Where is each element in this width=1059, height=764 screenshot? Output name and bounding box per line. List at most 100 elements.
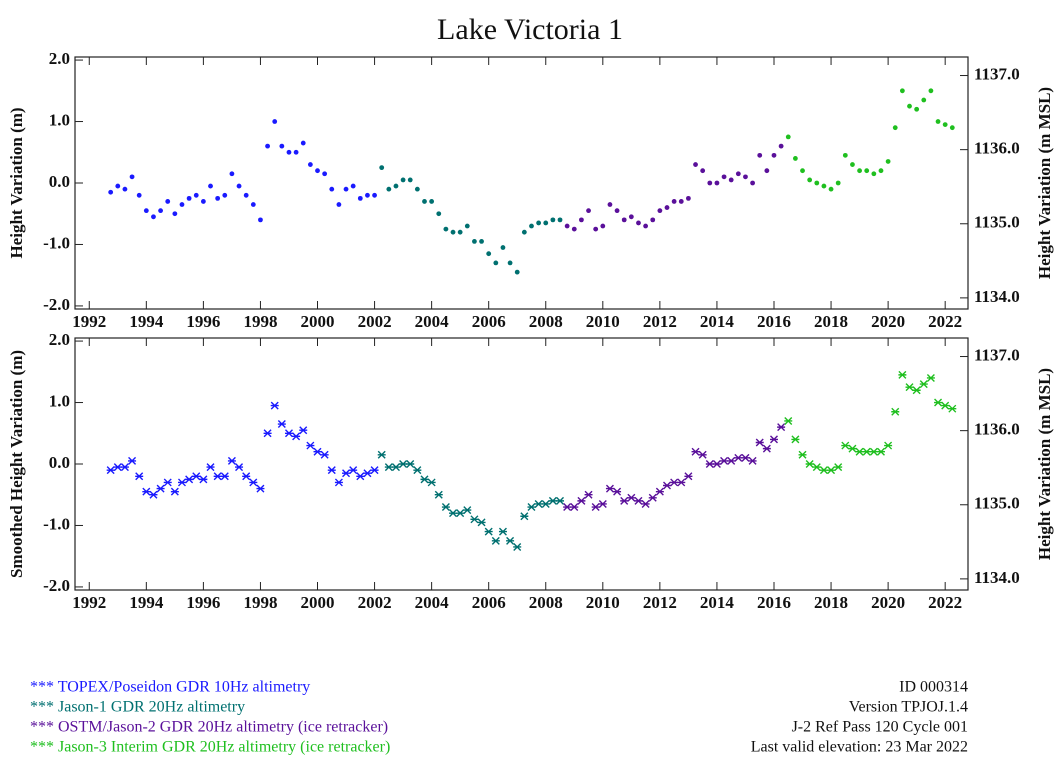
star-marker [506,536,515,545]
star-marker [862,447,871,456]
star-marker [498,527,507,536]
dot-marker [771,152,777,158]
chart-title: Lake Victoria 1 [437,13,623,46]
x-tick-label: 2006 [472,593,506,612]
y2-tick-label: 1136.0 [974,139,1020,158]
dot-marker [450,229,456,235]
dot-marker [422,199,427,204]
dot-marker [735,171,741,177]
y-tick-label: -2.0 [43,576,70,595]
star-marker [613,487,622,496]
star-marker [620,496,629,505]
dot-marker [507,260,513,266]
dot-marker [821,183,827,189]
dot-marker [621,217,627,223]
dot-marker [464,223,470,229]
note: J-2 Ref Pass 120 Cycle 001 [792,719,968,736]
dot-marker [835,180,841,186]
star-marker [691,447,700,456]
dot-marker [236,183,242,189]
star-marker [663,481,672,490]
star-marker [563,503,572,512]
legend-entry: *** OSTM/Jason-2 GDR 20Hz altimetry (ice… [30,719,388,736]
star-marker [841,441,850,450]
x-tick-label: 2002 [358,312,392,331]
dot-marker [586,208,591,214]
star-marker [827,466,836,475]
dot-marker [122,186,128,192]
star-marker [142,487,151,496]
dot-marker [721,174,727,180]
x-tick-label: 2012 [643,312,677,331]
star-marker [784,416,793,425]
dot-marker [928,88,934,94]
star-marker [342,469,351,478]
dot-marker [472,238,477,244]
x-tick-label: 2008 [529,593,563,612]
dot-marker [864,168,870,174]
star-marker [156,484,165,493]
dot-marker [300,140,306,146]
dot-marker [650,217,656,223]
star-marker [192,472,201,481]
dot-marker [693,162,698,167]
dot-marker [807,177,813,183]
star-marker [449,509,458,518]
dot-marker [400,177,406,183]
dot-marker [172,211,178,217]
star-marker [427,478,436,487]
star-marker [727,456,736,465]
star-marker [456,509,465,518]
star-marker [185,475,194,484]
dot-marker [486,251,492,257]
star-marker [534,499,543,508]
dot-marker [307,162,313,167]
dot-marker [850,162,855,167]
x-tick-label: 2010 [586,312,620,331]
dot-marker [700,168,706,174]
star-marker [220,472,229,481]
star-marker [919,380,928,389]
dot-marker [500,245,506,250]
star-marker [356,472,365,481]
dot-marker [250,202,256,207]
dot-marker [707,180,713,186]
star-marker [256,484,265,493]
dot-marker [179,202,185,207]
plot-frame [74,337,969,591]
dot-marker [200,199,206,204]
dot-marker [336,202,342,207]
dot-marker [443,226,449,232]
y-tick-label: -1.0 [43,233,70,252]
star-marker [306,441,315,450]
dot-marker [357,195,363,201]
dot-marker [436,211,442,217]
dot-marker [229,171,235,177]
dot-marker [671,199,677,204]
dot-marker [907,103,912,109]
dot-marker [636,220,641,226]
dot-marker [529,223,534,229]
x-tick-label: 1992 [72,312,106,331]
x-tick-label: 1998 [243,312,277,331]
x-tick-label: 1992 [72,593,106,612]
dot-marker [857,168,862,174]
star-marker [320,450,329,459]
star-marker [541,499,550,508]
dot-marker [129,174,135,180]
y2-tick-label: 1135.0 [974,494,1020,513]
y-axis-label: Smoothed Height Variation (m) [7,350,26,578]
star-marker [627,493,636,502]
y-tick-label: -2.0 [43,295,70,314]
star-marker [941,401,950,410]
star-marker [135,472,144,481]
x-tick-label: 2000 [301,312,335,331]
star-marker [235,463,244,472]
dot-marker [514,269,520,275]
x-tick-label: 2014 [700,593,735,612]
dot-marker [143,208,149,214]
star-marker [577,496,586,505]
note: Last valid elevation: 23 Mar 2022 [751,739,968,756]
plot-frame [74,56,969,310]
dot-marker [186,195,192,201]
